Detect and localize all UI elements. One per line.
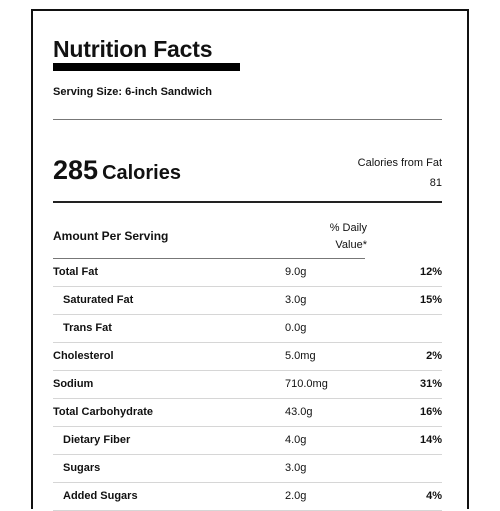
nutrient-amount: 5.0mg: [285, 350, 316, 362]
nutrient-name: Trans Fat: [63, 322, 112, 334]
nutrient-row: Dietary Fiber 4.0g 14%: [53, 427, 442, 455]
divider: [53, 119, 442, 120]
nutrient-row: Total Fat 9.0g 12%: [53, 258, 442, 287]
nutrient-daily-value: 12%: [419, 266, 442, 278]
calories-word: Calories: [102, 162, 181, 184]
nutrient-name: Sugars: [63, 462, 101, 474]
nutrient-row: Added Sugars 2.0g 4%: [53, 483, 442, 511]
label-title: Nutrition Facts: [53, 36, 213, 62]
nutrient-name: Sodium: [53, 378, 94, 390]
daily-value-header-line2: Value*: [335, 239, 367, 251]
nutrient-amount: 43.0g: [285, 406, 313, 418]
daily-value-header-line1: % Daily: [329, 222, 367, 234]
nutrient-daily-value: 2%: [426, 350, 442, 362]
nutrient-daily-value: 16%: [419, 406, 442, 418]
nutrient-daily-value: 15%: [419, 294, 442, 306]
nutrient-row: Total Carbohydrate 43.0g 16%: [53, 399, 442, 427]
nutrient-amount: 3.0g: [285, 294, 307, 306]
nutrient-daily-value: 31%: [419, 378, 442, 390]
nutrient-name: Total Fat: [53, 266, 99, 278]
daily-value-header: % Daily Value*: [283, 220, 367, 254]
calories-total: 285 Calories: [53, 155, 181, 186]
nutrition-facts-label: Nutrition Facts Serving Size: 6-inch San…: [31, 9, 469, 511]
nutrient-daily-value: 14%: [419, 434, 442, 446]
nutrient-name: Cholesterol: [53, 350, 114, 362]
nutrient-name: Added Sugars: [63, 490, 138, 502]
nutrient-row: Trans Fat 0.0g: [53, 315, 442, 343]
divider-thick: [53, 201, 442, 203]
serving-size: Serving Size: 6-inch Sandwich: [53, 86, 212, 98]
nutrient-name: Dietary Fiber: [63, 434, 131, 446]
nutrient-table: Total Fat 9.0g 12% Saturated Fat 3.0g 15% Tran…: [53, 258, 442, 511]
title-underline-bar: [53, 63, 240, 71]
nutrient-row: Cholesterol 5.0mg 2%: [53, 343, 442, 371]
nutrient-row: Sodium 710.0mg 31%: [53, 371, 442, 399]
amount-per-serving: Amount Per Serving: [53, 229, 169, 243]
nutrient-amount: 710.0mg: [285, 378, 328, 390]
nutrient-name: Total Carbohydrate: [53, 406, 154, 418]
calories-value: 285: [53, 155, 99, 185]
nutrient-amount: 0.0g: [285, 322, 307, 334]
nutrient-row: Saturated Fat 3.0g 15%: [53, 287, 442, 315]
calories-from-fat-value: 81: [429, 177, 442, 189]
nutrient-amount: 4.0g: [285, 434, 307, 446]
nutrient-name: Saturated Fat: [63, 294, 134, 306]
nutrient-amount: 9.0g: [285, 266, 307, 278]
nutrient-row: Sugars 3.0g: [53, 455, 442, 483]
nutrient-amount: 3.0g: [285, 462, 307, 474]
calories-from-fat-label: Calories from Fat: [357, 157, 442, 169]
nutrient-amount: 2.0g: [285, 490, 307, 502]
nutrient-daily-value: 4%: [426, 490, 442, 502]
